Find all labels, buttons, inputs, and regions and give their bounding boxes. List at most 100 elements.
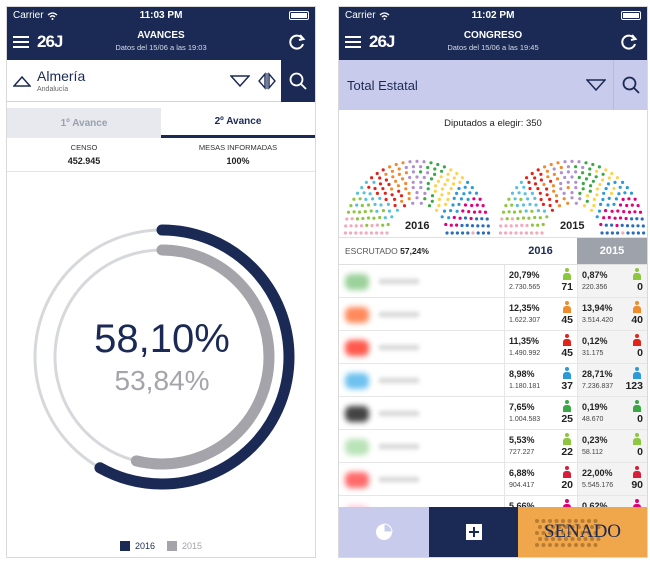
seat-dot: [486, 224, 490, 228]
seat-dot: [549, 162, 553, 167]
seat-dot: [617, 192, 621, 196]
region-selector[interactable]: Almería Andalucía: [7, 59, 315, 102]
party-row[interactable]: 20,79% 2.730.565 71 0,87% 220.356 0: [339, 265, 647, 298]
refresh-icon[interactable]: [619, 32, 639, 52]
seat-dot: [621, 180, 625, 184]
chevron-down-icon[interactable]: [579, 79, 613, 91]
seat-dot: [626, 231, 630, 235]
seat-dot: [471, 231, 475, 235]
seat-dot: [599, 202, 603, 206]
seat-dot: [368, 192, 372, 196]
menu-icon[interactable]: [345, 36, 367, 48]
chevron-down-icon[interactable]: [227, 74, 253, 87]
add-button[interactable]: [429, 507, 518, 557]
person-icon: [563, 367, 571, 379]
seat-dot: [578, 197, 582, 201]
seat-dot: [610, 209, 614, 213]
party-row[interactable]: 8,98% 1.180.181 37 28,71% 7.236.837 123: [339, 364, 647, 397]
search-button[interactable]: [281, 59, 315, 102]
party-logo-blurred: [339, 265, 504, 297]
seat-dot: [642, 231, 646, 235]
party-row[interactable]: 7,65% 1.004.583 25 0,19% 48.670 0: [339, 397, 647, 430]
seat-dot: [458, 216, 462, 220]
seat-dot: [624, 216, 628, 221]
party-row[interactable]: 12,35% 1.622.307 45 13,94% 3.514.420 40: [339, 298, 647, 331]
seat-dot: [559, 171, 563, 175]
senado-dot: [590, 525, 594, 529]
compare-icon[interactable]: [253, 71, 281, 90]
refresh-icon[interactable]: [287, 32, 307, 52]
vote-percent-2016: 6,88%: [509, 468, 535, 478]
party-row[interactable]: 5,53% 727.227 22 0,23% 58.112 0: [339, 430, 647, 463]
seat-dot: [394, 162, 398, 167]
hemicycle-2016-label: 2016: [405, 220, 430, 232]
carrier-label: Carrier: [13, 10, 44, 21]
seat-dot: [536, 168, 540, 172]
seat-dot: [460, 176, 464, 180]
seat-dot: [451, 203, 455, 207]
seat-dot: [415, 175, 419, 179]
seat-dot: [542, 182, 546, 187]
votes-2015: 7.236.837: [582, 383, 614, 390]
column-2016[interactable]: 2016: [528, 245, 553, 257]
seat-dot: [461, 231, 465, 235]
column-2015[interactable]: 2015: [577, 238, 647, 264]
seat-dot: [383, 216, 387, 220]
collapse-up-icon[interactable]: [7, 75, 37, 87]
seat-dot: [455, 231, 459, 235]
menu-icon[interactable]: [13, 36, 35, 48]
senado-dot: [544, 537, 549, 541]
scope-selector[interactable]: Total Estatal: [339, 60, 647, 110]
person-icon: [633, 367, 641, 379]
seat-dot: [600, 231, 604, 235]
seat-dot: [459, 197, 463, 201]
seat-dot: [386, 202, 390, 206]
vote-percent-2016: 5,53%: [509, 435, 535, 445]
senado-dot: [554, 519, 559, 523]
stat-label: CENSO: [70, 143, 98, 152]
seat-dot: [566, 180, 570, 184]
seat-dot: [443, 182, 447, 187]
vote-percent-2016: 20,79%: [509, 270, 540, 280]
search-button[interactable]: [613, 60, 647, 110]
person-icon: [633, 466, 641, 478]
seat-dot: [434, 184, 438, 188]
seat-dot: [370, 223, 374, 228]
tab-avance-1[interactable]: 1º Avance: [7, 108, 161, 138]
seat-dot: [393, 197, 397, 201]
senado-dot: [554, 543, 559, 547]
senado-dot: [538, 525, 542, 529]
seat-dot: [559, 187, 563, 191]
votes-2015: 31.175: [582, 350, 604, 357]
seat-dot: [401, 161, 405, 165]
seat-dot: [390, 215, 394, 219]
seat-dot: [446, 172, 450, 176]
party-row[interactable]: 11,35% 1.490.992 45 0,12% 31.175 0: [339, 331, 647, 364]
party-row[interactable]: 6,88% 904.417 20 22,00% 5.545.176 90: [339, 463, 647, 496]
result-2015: 22,00% 5.545.176 90: [577, 463, 647, 495]
seat-dot: [433, 172, 437, 176]
seats-2015: 0: [637, 446, 643, 458]
seat-dot: [519, 197, 523, 201]
seat-dot: [437, 197, 441, 201]
senado-button[interactable]: SENADO: [518, 507, 647, 557]
hemicycle-2015-label: 2015: [560, 220, 585, 232]
seat-dot: [509, 231, 513, 235]
seat-dot: [574, 170, 578, 174]
senado-dot: [551, 537, 555, 541]
seat-dot: [442, 165, 446, 169]
seat-dot: [385, 231, 389, 235]
seat-dot: [570, 175, 574, 179]
vote-percent-2015: 0,87%: [582, 270, 608, 280]
seat-dot: [383, 191, 387, 195]
seat-dot: [641, 224, 645, 228]
seat-dot: [463, 216, 468, 220]
tab-avance-2[interactable]: 2º Avance: [161, 108, 315, 138]
seat-dot: [378, 196, 382, 200]
seat-dot: [375, 191, 379, 195]
seat-dot: [510, 217, 514, 221]
seat-dot: [633, 210, 637, 214]
seat-dot: [514, 231, 518, 235]
seat-dot: [422, 160, 426, 164]
pie-chart-button[interactable]: [339, 507, 429, 557]
